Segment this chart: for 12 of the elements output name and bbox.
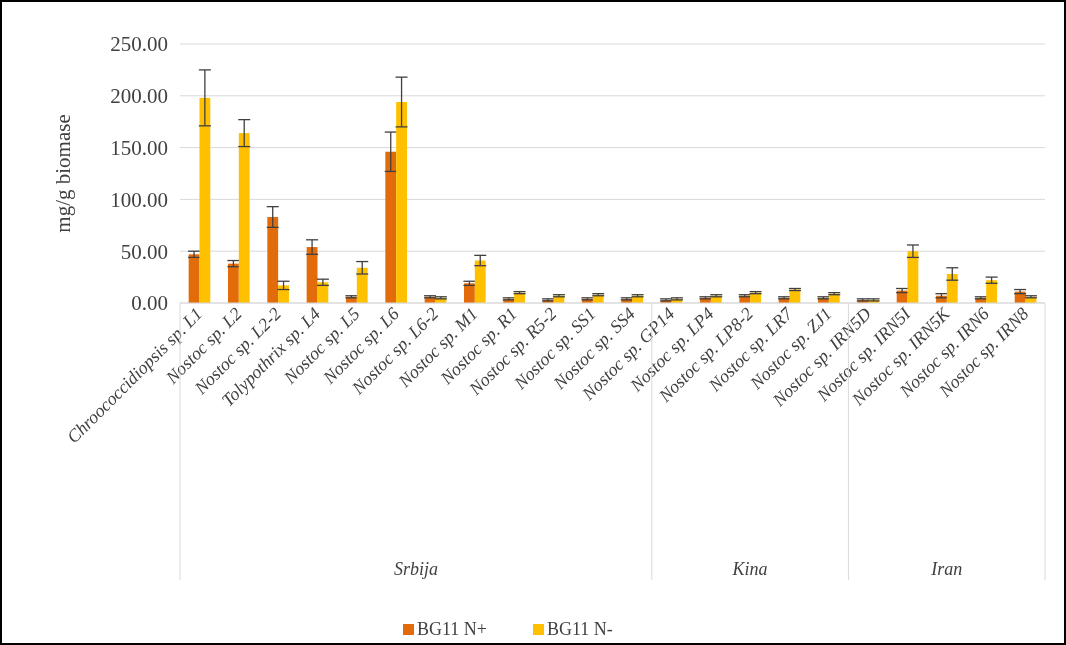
text: Srbija [393,559,438,579]
legend-label: BG11 N- [547,619,613,639]
y-tick-label: 0.00 [131,291,168,316]
y-tick-label: 250.00 [110,32,168,57]
text: Kina [731,559,768,579]
y-tick-label: 150.00 [110,135,168,160]
y-tick-label: 100.00 [110,187,168,212]
legend-label: BG11 N+ [417,619,487,639]
y-axis-title: mg/g biomase [51,114,75,233]
y-tick-label: 50.00 [120,239,168,264]
y-tick-label: 200.00 [110,84,168,109]
text: Iran [930,559,963,579]
